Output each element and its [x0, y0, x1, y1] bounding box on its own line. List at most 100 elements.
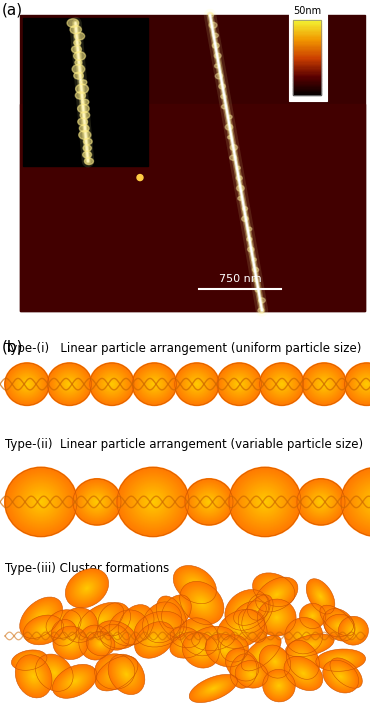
Ellipse shape	[182, 573, 208, 596]
Circle shape	[191, 484, 227, 519]
Circle shape	[195, 382, 199, 386]
Circle shape	[360, 486, 370, 518]
Circle shape	[223, 369, 255, 399]
Ellipse shape	[264, 671, 294, 700]
Ellipse shape	[211, 639, 239, 662]
Circle shape	[200, 494, 218, 510]
Circle shape	[241, 479, 289, 525]
Ellipse shape	[221, 612, 261, 645]
Ellipse shape	[87, 632, 114, 655]
Ellipse shape	[266, 673, 292, 699]
Ellipse shape	[21, 655, 37, 665]
Ellipse shape	[143, 617, 175, 640]
Ellipse shape	[97, 657, 136, 689]
Circle shape	[208, 501, 210, 503]
Bar	[293, 56, 321, 58]
Circle shape	[64, 380, 74, 389]
Circle shape	[354, 372, 370, 396]
Ellipse shape	[158, 598, 185, 636]
Circle shape	[304, 486, 338, 518]
Ellipse shape	[171, 633, 206, 657]
Ellipse shape	[103, 625, 130, 645]
Ellipse shape	[117, 617, 141, 638]
Ellipse shape	[273, 659, 277, 664]
Ellipse shape	[122, 610, 149, 640]
Ellipse shape	[313, 588, 328, 605]
Ellipse shape	[87, 610, 115, 631]
Circle shape	[317, 378, 331, 391]
Ellipse shape	[103, 662, 131, 685]
Ellipse shape	[293, 664, 314, 683]
Ellipse shape	[89, 636, 101, 649]
Ellipse shape	[233, 647, 236, 650]
Ellipse shape	[30, 620, 57, 640]
Ellipse shape	[63, 636, 78, 650]
Circle shape	[93, 366, 131, 402]
Ellipse shape	[119, 666, 134, 683]
Ellipse shape	[138, 614, 181, 645]
Ellipse shape	[110, 668, 123, 678]
Ellipse shape	[80, 626, 110, 659]
Ellipse shape	[261, 579, 286, 600]
Ellipse shape	[247, 611, 253, 616]
Ellipse shape	[343, 670, 349, 676]
Ellipse shape	[161, 621, 163, 624]
Ellipse shape	[70, 678, 79, 685]
Ellipse shape	[332, 617, 346, 632]
Ellipse shape	[103, 607, 126, 631]
Ellipse shape	[52, 614, 75, 633]
Circle shape	[189, 483, 229, 521]
Ellipse shape	[291, 662, 316, 685]
Ellipse shape	[231, 645, 238, 652]
Ellipse shape	[248, 612, 252, 615]
Ellipse shape	[95, 654, 135, 690]
Ellipse shape	[104, 626, 129, 644]
Ellipse shape	[96, 617, 105, 624]
Ellipse shape	[258, 308, 264, 313]
Circle shape	[362, 380, 370, 389]
Bar	[293, 35, 321, 37]
Ellipse shape	[248, 247, 254, 252]
Ellipse shape	[170, 627, 200, 647]
Ellipse shape	[239, 605, 262, 621]
Ellipse shape	[141, 627, 168, 653]
Ellipse shape	[127, 626, 131, 630]
Ellipse shape	[71, 574, 103, 603]
Ellipse shape	[47, 610, 80, 638]
Ellipse shape	[244, 668, 259, 681]
Circle shape	[369, 494, 370, 510]
Circle shape	[352, 370, 370, 399]
Ellipse shape	[20, 660, 47, 692]
Ellipse shape	[255, 288, 260, 292]
Ellipse shape	[247, 619, 259, 633]
Bar	[293, 37, 321, 39]
Ellipse shape	[208, 636, 242, 664]
Circle shape	[11, 473, 71, 531]
Circle shape	[322, 382, 326, 386]
Ellipse shape	[80, 605, 121, 636]
Ellipse shape	[253, 574, 294, 606]
Ellipse shape	[69, 641, 72, 645]
Ellipse shape	[75, 621, 84, 629]
Circle shape	[250, 488, 280, 516]
Ellipse shape	[240, 612, 265, 640]
Ellipse shape	[318, 650, 363, 670]
Ellipse shape	[331, 619, 347, 632]
Ellipse shape	[342, 619, 366, 643]
Circle shape	[238, 476, 292, 528]
Ellipse shape	[244, 638, 278, 669]
Ellipse shape	[247, 238, 252, 241]
Ellipse shape	[180, 618, 219, 656]
Ellipse shape	[332, 657, 349, 664]
Ellipse shape	[338, 666, 354, 681]
Circle shape	[142, 373, 167, 396]
Ellipse shape	[55, 628, 86, 658]
Ellipse shape	[251, 644, 271, 662]
Ellipse shape	[273, 614, 280, 621]
Circle shape	[133, 483, 173, 521]
Ellipse shape	[249, 672, 254, 676]
Circle shape	[35, 496, 47, 508]
Ellipse shape	[300, 656, 306, 664]
Ellipse shape	[269, 588, 284, 600]
Ellipse shape	[256, 577, 298, 612]
